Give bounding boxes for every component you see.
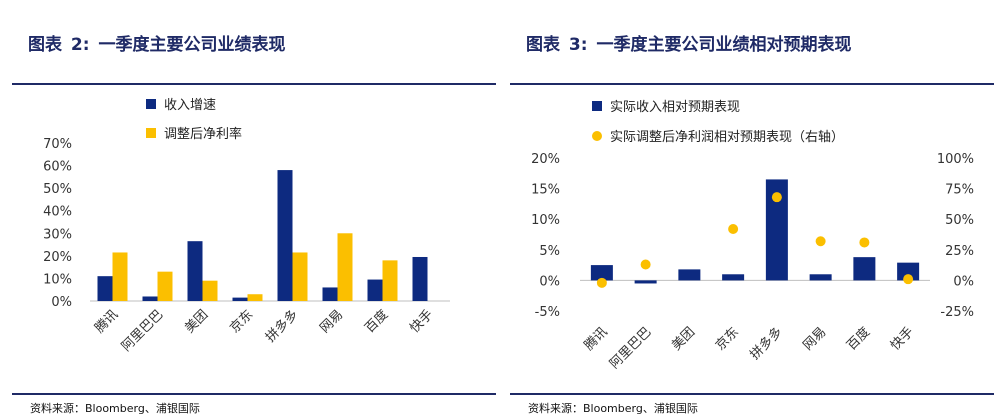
figure-title-number: 2: bbox=[70, 35, 90, 55]
y2-tick-label: -25% bbox=[940, 305, 974, 320]
bar-adjusted-margin bbox=[382, 260, 398, 301]
y-tick-label: 70% bbox=[43, 137, 72, 152]
dot-profit-vs-expectation bbox=[903, 274, 914, 285]
dot-profit-vs-expectation bbox=[859, 237, 870, 248]
bar-revenue-vs-expectation bbox=[634, 280, 657, 284]
y-tick-label: 10% bbox=[531, 213, 560, 228]
bar-revenue-growth bbox=[367, 279, 383, 301]
bar-revenue-vs-expectation bbox=[897, 262, 920, 281]
bar-revenue-vs-expectation bbox=[765, 179, 788, 281]
legend-swatch-adjusted-margin bbox=[146, 128, 156, 138]
x-tick-label: 阿里巴巴 bbox=[119, 307, 166, 354]
y2-tick-label: 75% bbox=[945, 183, 974, 198]
bar-revenue-growth bbox=[232, 297, 248, 301]
x-tick-label: 美团 bbox=[182, 307, 211, 336]
bar-revenue-growth bbox=[142, 296, 158, 301]
figure-title: 图表 3: 一季度主要公司业绩相对预期表现 bbox=[526, 30, 851, 55]
dot-profit-vs-expectation bbox=[728, 223, 739, 234]
x-tick-label: 百度 bbox=[362, 307, 392, 337]
legend-label-revenue-vs-expectation: 实际收入相对预期表现 bbox=[610, 100, 740, 115]
legend-swatch-revenue-vs-expectation bbox=[592, 101, 602, 111]
bar-revenue-vs-expectation bbox=[809, 274, 832, 281]
bar-adjusted-margin bbox=[112, 252, 128, 301]
figure-title-prefix: 图表 bbox=[526, 35, 560, 55]
top-rule bbox=[510, 83, 994, 85]
chart-revenue-margin: 收入增速调整后净利率 0% 10% 20% 30% 40% 50% 60% 70% 腾讯阿里巴巴美… bbox=[43, 98, 450, 355]
bar-adjusted-margin bbox=[157, 271, 173, 301]
y-tick-label: 10% bbox=[43, 272, 72, 287]
source-note: 资料来源：Bloomberg、浦银国际 bbox=[30, 402, 200, 415]
y-tick-label: 5% bbox=[539, 244, 560, 259]
bar-adjusted-margin bbox=[247, 294, 263, 301]
bar-revenue-vs-expectation bbox=[722, 274, 745, 281]
y2-tick-label: 100% bbox=[937, 152, 974, 167]
figure-title-prefix: 图表 bbox=[28, 35, 62, 55]
bar-revenue-growth bbox=[412, 256, 428, 301]
y-tick-label: 20% bbox=[531, 152, 560, 167]
y-tick-label: 0% bbox=[539, 274, 560, 289]
figure-title: 图表 2: 一季度主要公司业绩表现 bbox=[28, 30, 285, 55]
x-tick-label: 网易 bbox=[800, 325, 829, 354]
legend-marker-profit-vs-expectation bbox=[592, 131, 602, 141]
x-tick-label: 快手 bbox=[888, 325, 917, 354]
dot-profit-vs-expectation bbox=[771, 192, 782, 203]
bar-revenue-growth bbox=[187, 241, 203, 301]
dot-profit-vs-expectation bbox=[596, 277, 607, 288]
y2-tick-label: 0% bbox=[953, 274, 974, 289]
x-tick-label: 京东 bbox=[227, 307, 256, 336]
bar-revenue-growth bbox=[97, 276, 113, 301]
bar-adjusted-margin bbox=[292, 252, 308, 301]
x-tick-label: 腾讯 bbox=[581, 324, 611, 354]
x-tick-label: 百度 bbox=[843, 324, 873, 354]
y-tick-label: 30% bbox=[43, 227, 72, 242]
bar-revenue-growth bbox=[322, 287, 338, 301]
legend-swatch-revenue-growth bbox=[146, 99, 156, 109]
y-tick-label: 20% bbox=[43, 250, 72, 265]
x-tick-label: 京东 bbox=[713, 325, 742, 354]
dot-profit-vs-expectation bbox=[815, 236, 826, 247]
bar-adjusted-margin bbox=[202, 280, 218, 301]
y-tick-label: 50% bbox=[43, 182, 72, 197]
bottom-rule bbox=[12, 393, 496, 395]
x-tick-label: 腾讯 bbox=[92, 307, 122, 337]
figure-panel-right: 图表 3: 一季度主要公司业绩相对预期表现 实际收入相对预期表现实际调整后净利润… bbox=[510, 0, 994, 419]
bar-revenue-vs-expectation bbox=[853, 257, 876, 281]
figure-title-number: 3: bbox=[568, 35, 588, 55]
y2-tick-label: 25% bbox=[945, 244, 974, 259]
bar-revenue-growth bbox=[277, 170, 293, 301]
bar-revenue-vs-expectation bbox=[590, 265, 613, 281]
y-tick-label: 40% bbox=[43, 205, 72, 220]
dot-profit-vs-expectation bbox=[640, 259, 651, 270]
x-tick-label: 快手 bbox=[407, 307, 436, 336]
bar-adjusted-margin bbox=[337, 233, 353, 301]
x-tick-label: 美团 bbox=[669, 325, 698, 354]
x-tick-label: 阿里巴巴 bbox=[607, 325, 654, 372]
x-tick-label: 拼多多 bbox=[262, 307, 301, 346]
x-tick-label: 网易 bbox=[317, 307, 346, 336]
y-tick-label: 60% bbox=[43, 160, 72, 175]
top-rule bbox=[12, 83, 496, 85]
y-tick-label: -5% bbox=[535, 305, 560, 320]
figure-title-text: 一季度主要公司业绩表现 bbox=[98, 35, 286, 55]
source-note: 资料来源：Bloomberg、浦银国际 bbox=[528, 402, 698, 415]
y2-tick-label: 50% bbox=[945, 213, 974, 228]
legend-label-profit-vs-expectation: 实际调整后净利润相对预期表现（右轴） bbox=[610, 130, 844, 145]
legend-label-revenue-growth: 收入增速 bbox=[164, 98, 216, 113]
figure-title-text: 一季度主要公司业绩相对预期表现 bbox=[596, 35, 852, 55]
y-tick-label: 15% bbox=[531, 183, 560, 198]
bar-revenue-vs-expectation bbox=[678, 269, 701, 281]
figure-panel-left: 图表 2: 一季度主要公司业绩表现 收入增速调整后净利率 0% 10% 20% 30% 4… bbox=[12, 0, 496, 419]
bottom-rule bbox=[510, 393, 994, 395]
x-tick-label: 拼多多 bbox=[747, 324, 786, 363]
legend-label-adjusted-margin: 调整后净利率 bbox=[164, 126, 242, 142]
y-tick-label: 0% bbox=[51, 295, 72, 310]
